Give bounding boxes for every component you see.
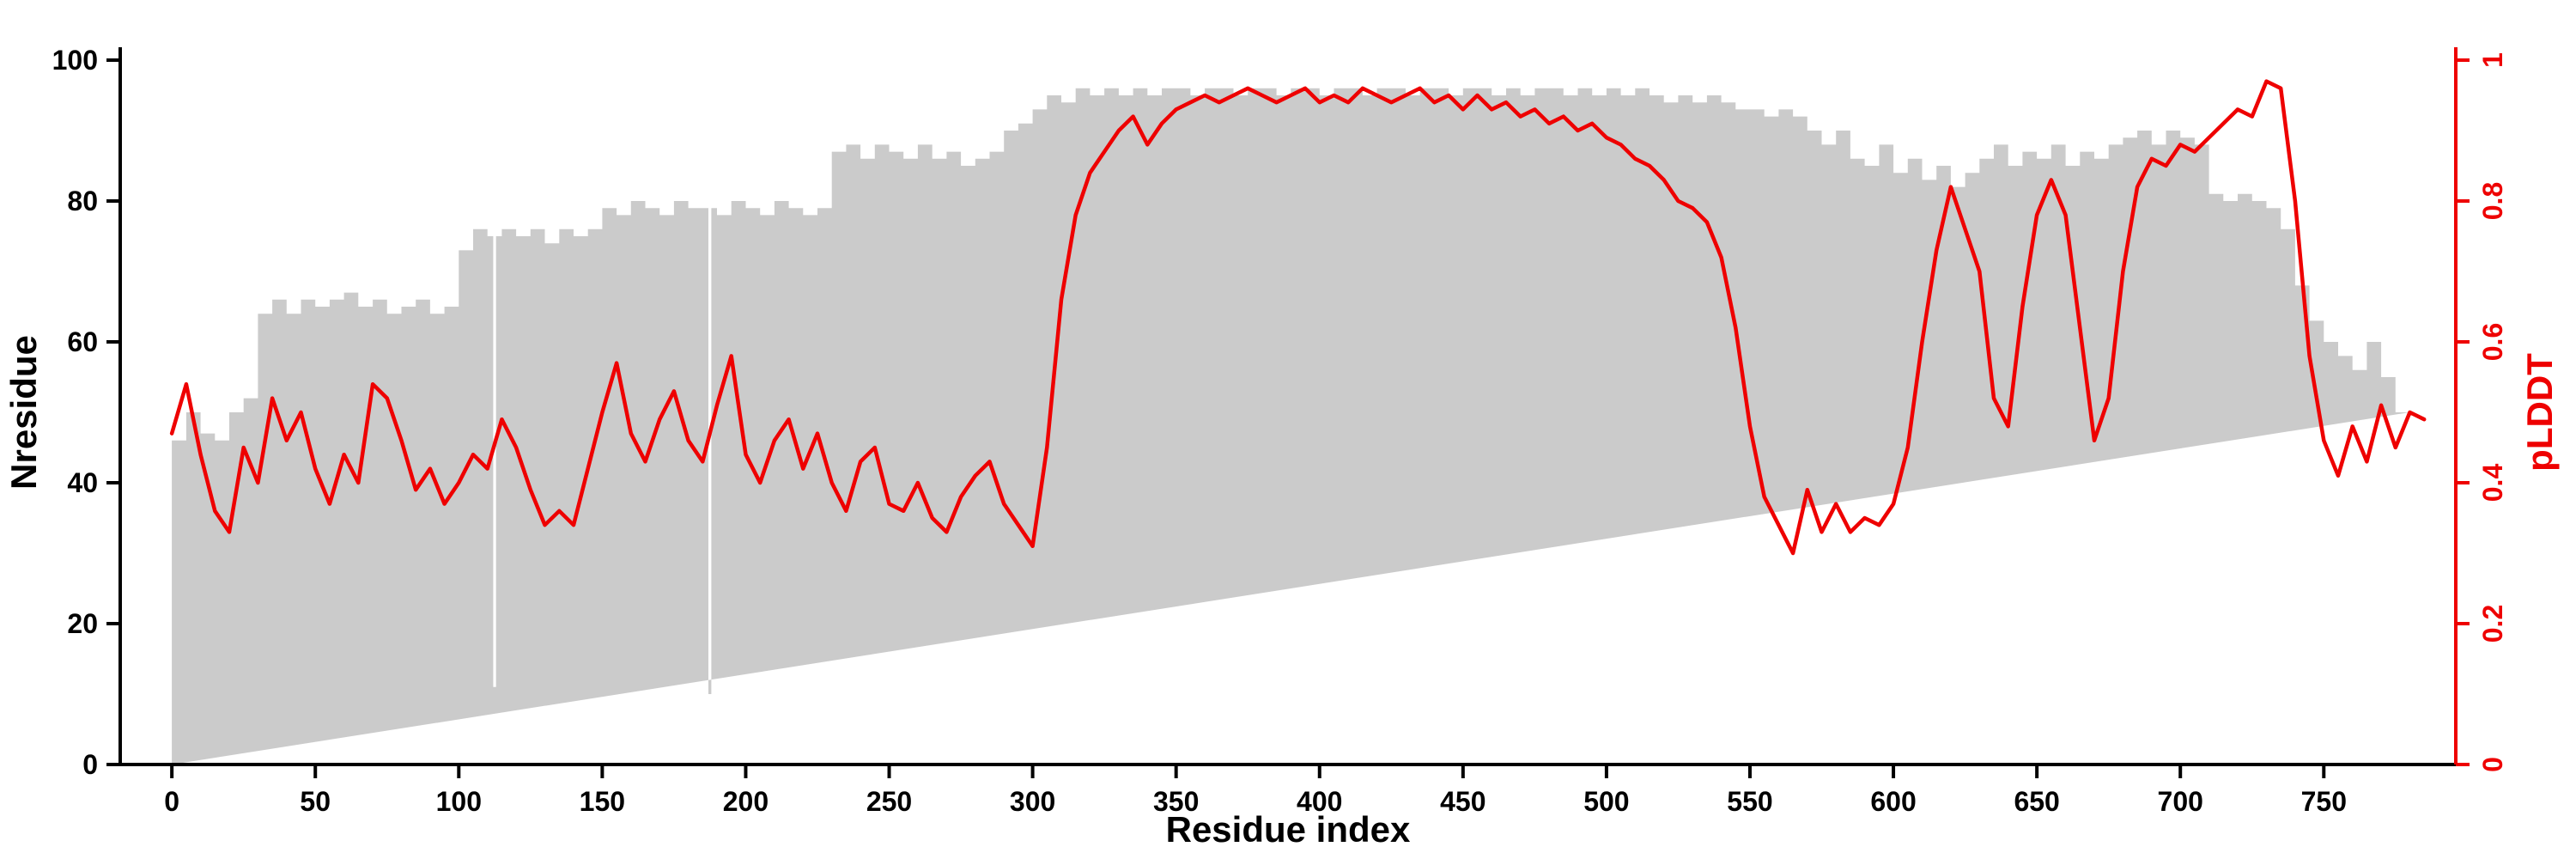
right-tick-label: 0.6 bbox=[2477, 323, 2508, 361]
x-tick-label: 650 bbox=[2014, 786, 2059, 817]
x-tick-label: 600 bbox=[1870, 786, 1916, 817]
plddt-line bbox=[169, 79, 2427, 556]
plot-layer: 0 50 100 150 200 250 300 350 400 450 500 550 600 650 7… bbox=[52, 45, 2508, 817]
x-axis-label: Residue index bbox=[1166, 809, 1411, 850]
x-tick-label: 250 bbox=[866, 786, 912, 817]
x-tick-label: 450 bbox=[1440, 786, 1485, 817]
left-tick-label: 100 bbox=[52, 45, 98, 76]
x-tick-label: 700 bbox=[2158, 786, 2203, 817]
left-axis-label: Nresidue bbox=[3, 335, 44, 490]
x-tick-label: 50 bbox=[300, 786, 331, 817]
x-tick-label: 750 bbox=[2301, 786, 2347, 817]
x-tick-label: 300 bbox=[1010, 786, 1055, 817]
right-tick-label: 0 bbox=[2477, 757, 2508, 772]
x-tick-label: 100 bbox=[436, 786, 482, 817]
x-tick-label: 550 bbox=[1727, 786, 1772, 817]
x-tick-label: 150 bbox=[580, 786, 625, 817]
left-tick-label: 20 bbox=[67, 608, 98, 639]
right-tick-label: 0.2 bbox=[2477, 605, 2508, 643]
right-axis-label: pLDDT bbox=[2519, 353, 2560, 472]
right-tick-label: 0.8 bbox=[2477, 182, 2508, 220]
x-tick-label: 0 bbox=[164, 786, 179, 817]
x-tick-label: 400 bbox=[1297, 786, 1342, 817]
x-tick-label: 500 bbox=[1583, 786, 1629, 817]
left-tick-label: 80 bbox=[67, 186, 98, 216]
x-tick-label: 350 bbox=[1153, 786, 1199, 817]
left-tick-label: 60 bbox=[67, 326, 98, 357]
right-tick-label: 0.4 bbox=[2477, 464, 2508, 503]
nresidue-area bbox=[172, 88, 2410, 765]
left-tick-label: 0 bbox=[82, 749, 98, 780]
x-tick-label: 200 bbox=[723, 786, 769, 817]
right-tick-label: 1 bbox=[2477, 52, 2508, 68]
left-tick-label: 40 bbox=[67, 467, 98, 498]
